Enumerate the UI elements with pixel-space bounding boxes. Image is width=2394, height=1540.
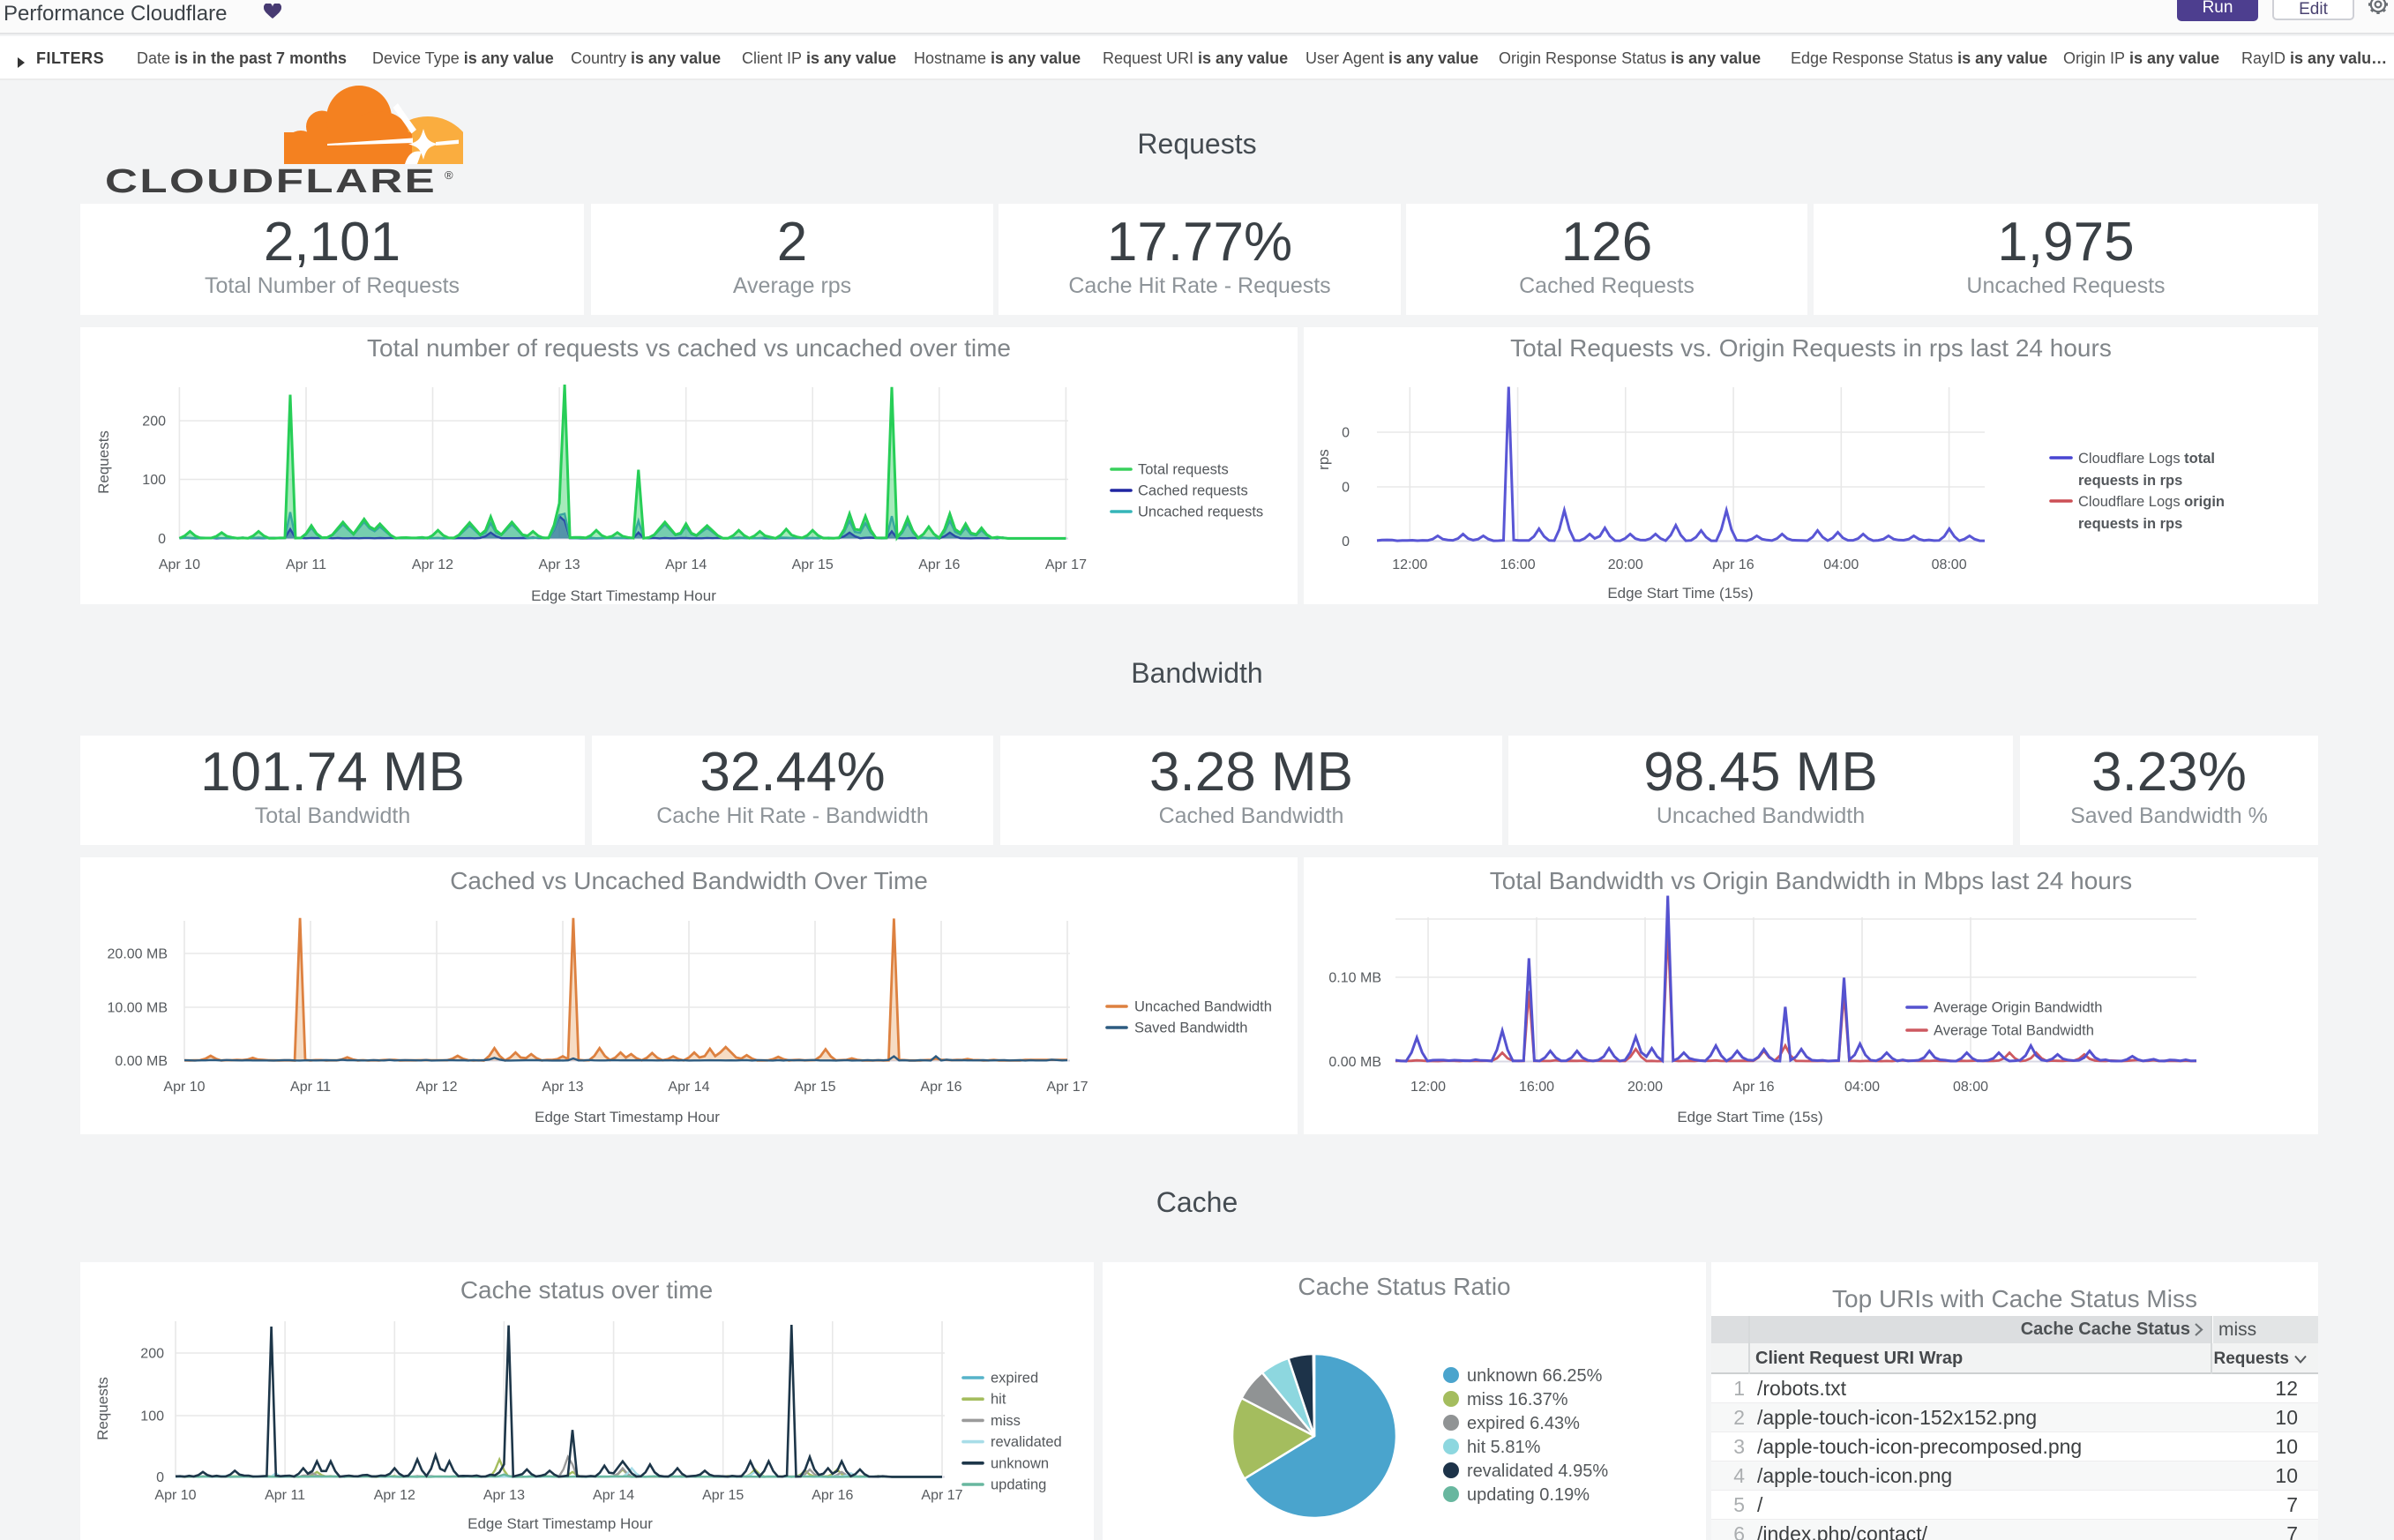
svg-text:Apr 14: Apr 14 — [665, 557, 707, 572]
svg-text:Apr 13: Apr 13 — [542, 1080, 583, 1095]
svg-text:miss: miss — [991, 1413, 1021, 1429]
svg-text:0.00 MB: 0.00 MB — [1328, 1055, 1381, 1070]
svg-text:0: 0 — [1342, 426, 1350, 441]
svg-text:Apr 16: Apr 16 — [920, 1080, 961, 1095]
svg-text:0.10 MB: 0.10 MB — [1328, 971, 1381, 986]
svg-text:Saved Bandwidth: Saved Bandwidth — [1134, 1020, 1247, 1036]
svg-text:20:00: 20:00 — [1627, 1080, 1663, 1095]
svg-text:Apr 10: Apr 10 — [154, 1488, 196, 1503]
svg-text:16:00: 16:00 — [1500, 557, 1536, 572]
svg-text:0: 0 — [1342, 535, 1350, 549]
svg-text:0: 0 — [158, 532, 166, 547]
svg-text:Total number of requests vs ca: Total number of requests vs cached vs un… — [367, 334, 1011, 362]
svg-text:Apr 17: Apr 17 — [1045, 557, 1087, 572]
svg-text:Average Total Bandwidth: Average Total Bandwidth — [1934, 1023, 2094, 1039]
svg-text:200: 200 — [140, 1347, 164, 1362]
svg-text:20:00: 20:00 — [1608, 557, 1643, 572]
svg-text:Cache status over time: Cache status over time — [460, 1276, 713, 1304]
svg-text:unknown 66.25%: unknown 66.25% — [1467, 1366, 1603, 1386]
svg-text:Apr 10: Apr 10 — [159, 557, 200, 572]
svg-text:Edge Start Timestamp Hour: Edge Start Timestamp Hour — [535, 1109, 720, 1125]
svg-text:Apr 17: Apr 17 — [1046, 1080, 1088, 1095]
svg-text:Apr 15: Apr 15 — [792, 557, 834, 572]
svg-text:Apr 15: Apr 15 — [702, 1488, 744, 1503]
svg-text:CLOUDFLARE: CLOUDFLARE — [105, 161, 437, 196]
svg-text:Total Bandwidth vs Origin Band: Total Bandwidth vs Origin Bandwidth in M… — [1490, 867, 2132, 894]
svg-text:unknown: unknown — [991, 1455, 1049, 1471]
svg-text:Apr 11: Apr 11 — [265, 1488, 305, 1503]
svg-text:Edge Start Timestamp Hour: Edge Start Timestamp Hour — [531, 587, 716, 604]
svg-text:Apr 14: Apr 14 — [593, 1488, 634, 1503]
svg-text:04:00: 04:00 — [1823, 557, 1859, 572]
svg-text:Total requests: Total requests — [1138, 462, 1229, 478]
svg-text:Apr 12: Apr 12 — [415, 1080, 457, 1095]
svg-text:requests in rps: requests in rps — [2078, 516, 2182, 532]
svg-text:Apr 11: Apr 11 — [286, 557, 326, 572]
svg-text:Apr 16: Apr 16 — [918, 557, 960, 572]
svg-text:Apr 10: Apr 10 — [163, 1080, 205, 1095]
svg-text:Apr 17: Apr 17 — [921, 1488, 962, 1503]
svg-text:Apr 16: Apr 16 — [1713, 557, 1754, 572]
svg-text:Apr 16: Apr 16 — [1732, 1080, 1774, 1095]
svg-text:Apr 16: Apr 16 — [812, 1488, 853, 1503]
svg-text:miss 16.37%: miss 16.37% — [1467, 1390, 1568, 1409]
svg-text:hit 5.81%: hit 5.81% — [1467, 1438, 1541, 1457]
svg-text:Requests: Requests — [94, 1377, 111, 1440]
svg-text:Cached requests: Cached requests — [1138, 483, 1248, 499]
svg-text:updating: updating — [991, 1477, 1046, 1493]
svg-text:Apr 12: Apr 12 — [412, 557, 453, 572]
svg-text:rps: rps — [1315, 449, 1332, 470]
svg-text:Cloudflare Logs total: Cloudflare Logs total — [2078, 451, 2215, 467]
svg-text:20.00 MB: 20.00 MB — [108, 947, 168, 962]
svg-text:12:00: 12:00 — [1392, 557, 1427, 572]
svg-text:0: 0 — [156, 1470, 164, 1485]
svg-text:Edge Start Time (15s): Edge Start Time (15s) — [1677, 1109, 1822, 1125]
svg-text:Average Origin Bandwidth: Average Origin Bandwidth — [1934, 1000, 2102, 1016]
svg-text:Cached vs Uncached Bandwidth O: Cached vs Uncached Bandwidth Over Time — [450, 867, 928, 894]
svg-text:Edge Start Time (15s): Edge Start Time (15s) — [1607, 585, 1753, 602]
svg-text:Uncached Bandwidth: Uncached Bandwidth — [1134, 999, 1272, 1015]
svg-text:Apr 12: Apr 12 — [374, 1488, 415, 1503]
svg-text:12:00: 12:00 — [1410, 1080, 1446, 1095]
svg-text:100: 100 — [140, 1409, 164, 1424]
svg-text:revalidated: revalidated — [991, 1434, 1062, 1450]
svg-text:Apr 13: Apr 13 — [483, 1488, 525, 1503]
svg-text:hit: hit — [991, 1392, 1006, 1408]
svg-text:Apr 13: Apr 13 — [539, 557, 580, 572]
svg-text:100: 100 — [142, 473, 166, 488]
svg-text:Apr 11: Apr 11 — [290, 1080, 331, 1095]
svg-text:16:00: 16:00 — [1519, 1080, 1554, 1095]
svg-text:Total Requests vs. Origin Requ: Total Requests vs. Origin Requests in rp… — [1510, 334, 2112, 362]
svg-text:Edge Start Timestamp Hour: Edge Start Timestamp Hour — [468, 1515, 653, 1532]
svg-text:Cache Status Ratio: Cache Status Ratio — [1298, 1273, 1510, 1300]
svg-text:Uncached requests: Uncached requests — [1138, 505, 1263, 520]
svg-text:updating 0.19%: updating 0.19% — [1467, 1485, 1590, 1505]
svg-text:revalidated 4.95%: revalidated 4.95% — [1467, 1462, 1608, 1481]
svg-text:Apr 15: Apr 15 — [794, 1080, 835, 1095]
svg-text:08:00: 08:00 — [1953, 1080, 1988, 1095]
svg-text:expired: expired — [991, 1371, 1038, 1387]
svg-text:10.00 MB: 10.00 MB — [108, 1001, 168, 1016]
svg-text:0: 0 — [1342, 481, 1350, 496]
svg-text:200: 200 — [142, 415, 166, 430]
svg-text:expired 6.43%: expired 6.43% — [1467, 1414, 1580, 1433]
svg-text:Cloudflare Logs origin: Cloudflare Logs origin — [2078, 494, 2225, 510]
svg-text:®: ® — [445, 168, 453, 182]
svg-text:requests in rps: requests in rps — [2078, 473, 2182, 489]
svg-text:08:00: 08:00 — [1932, 557, 1967, 572]
svg-text:0.00 MB: 0.00 MB — [115, 1054, 168, 1069]
svg-text:Apr 14: Apr 14 — [668, 1080, 709, 1095]
svg-text:04:00: 04:00 — [1844, 1080, 1880, 1095]
svg-text:Requests: Requests — [95, 430, 112, 494]
